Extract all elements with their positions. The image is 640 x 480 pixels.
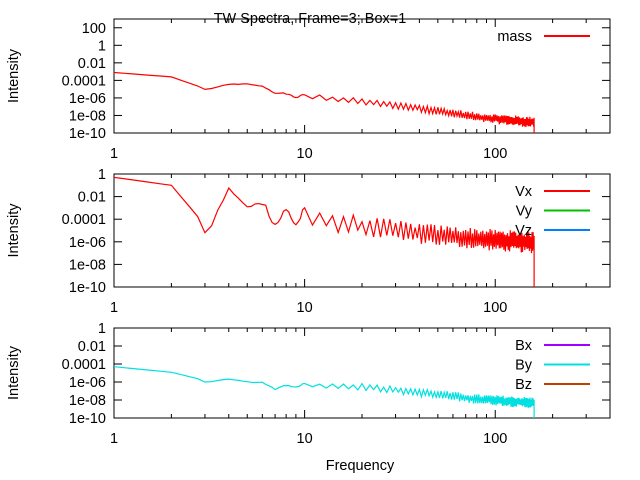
y-axis-label: Intensity xyxy=(6,345,22,400)
legend-label-vz: Vz xyxy=(515,223,532,239)
legend-label-vx: Vx xyxy=(515,184,533,200)
x-tick-label: 10 xyxy=(297,300,313,316)
x-tick-label: 1 xyxy=(110,146,118,162)
y-axis-label: Intensity xyxy=(6,203,22,258)
legend-label-bz: Bz xyxy=(515,377,532,393)
chart-panel-middle: 1 10 100 1 0.01 0.0001 1e-06 1e-08 1e-10 Intensit… xyxy=(6,167,611,316)
y-tick-label: 0.0001 xyxy=(62,73,106,89)
y-tick-label: 1e-10 xyxy=(69,280,106,296)
legend-label-bx: Bx xyxy=(515,338,533,354)
chart-panel-bottom: 1 10 100 1 0.01 0.0001 1e-06 1e-08 1e-10 Intensit… xyxy=(6,321,611,447)
chart-panels: 1 10 10010010.010.00011e-061e-081e-10Inten… xyxy=(6,18,611,447)
y-tick-label: 1 xyxy=(98,38,106,54)
x-tick-label: 10 xyxy=(297,146,313,162)
plot-frame xyxy=(113,173,611,288)
y-tick-label: 0.0001 xyxy=(62,212,106,228)
y-tick-label: 1 xyxy=(98,321,106,337)
y-tick-label: 0.01 xyxy=(78,56,106,72)
plot-frame xyxy=(113,327,611,419)
y-tick-label: 0.01 xyxy=(78,190,106,206)
x-tick-label: 100 xyxy=(483,431,507,447)
x-tick-label: 100 xyxy=(483,300,507,316)
series-line-mass xyxy=(114,71,535,133)
y-tick-label: 100 xyxy=(82,21,106,37)
y-tick-label: 1e-08 xyxy=(69,108,106,124)
x-tick-label: 1 xyxy=(110,431,118,447)
y-tick-label: 1 xyxy=(98,167,106,183)
y-tick-label: 0.01 xyxy=(78,339,106,355)
legend-label-by: By xyxy=(515,358,533,374)
x-axis-label: Frequency xyxy=(326,458,395,474)
y-tick-label: 1e-06 xyxy=(69,91,106,107)
y-tick-label: 1e-06 xyxy=(69,375,106,391)
y-axis-label: Intensity xyxy=(6,48,22,103)
x-tick-label: 100 xyxy=(483,146,507,162)
y-tick-label: 1e-06 xyxy=(69,235,106,251)
x-tick-label: 10 xyxy=(297,431,313,447)
y-tick-label: 1e-08 xyxy=(69,257,106,273)
y-tick-label: 0.0001 xyxy=(62,357,106,373)
y-tick-label: 1e-10 xyxy=(69,126,106,142)
y-tick-label: 1e-10 xyxy=(69,411,106,427)
series-line-vx xyxy=(114,176,535,287)
series-line-by xyxy=(114,366,535,418)
x-tick-label: 1 xyxy=(110,300,118,316)
legend-label-vy: Vy xyxy=(516,204,533,220)
legend-label-mass: mass xyxy=(497,29,532,45)
chart-panel-top: 1 10 10010010.010.00011e-061e-081e-10Inten… xyxy=(6,18,611,162)
y-tick-label: 1e-08 xyxy=(69,393,106,409)
plot-frame xyxy=(113,18,611,134)
